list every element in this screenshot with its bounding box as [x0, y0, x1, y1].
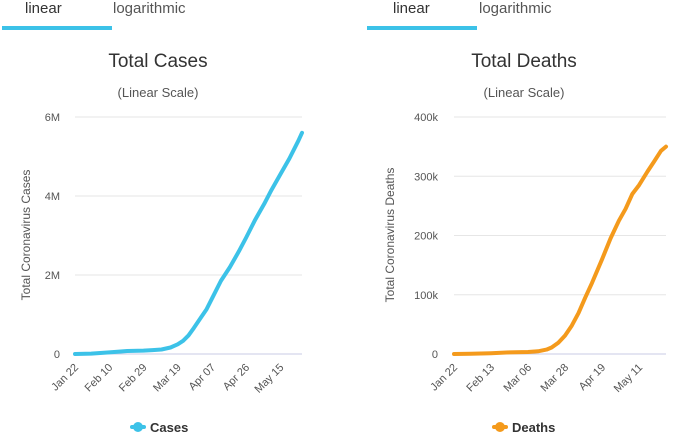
x-tick-label: Mar 28 — [538, 362, 571, 395]
cases-panel: linear logarithmic Total Cases (Linear S… — [0, 0, 341, 434]
legend-deaths-label[interactable]: Deaths — [512, 420, 555, 434]
deaths-panel: linear logarithmic Total Deaths (Linear … — [341, 0, 682, 434]
deaths-series-line[interactable] — [452, 144, 668, 356]
deaths-chart: Total Deaths (Linear Scale) Total Corona… — [383, 51, 668, 434]
x-tick-label: Apr 26 — [221, 362, 252, 393]
y-axis-label: Total Coronavirus Cases — [19, 170, 33, 301]
y-tick-label: 0 — [432, 349, 438, 361]
chart-title: Total Cases — [108, 51, 207, 72]
x-tick-label: Feb 10 — [83, 362, 116, 395]
legend-cases-label[interactable]: Cases — [150, 420, 188, 434]
chart-subtitle: (Linear Scale) — [484, 85, 565, 100]
y-axis-label: Total Coronavirus Deaths — [383, 168, 397, 303]
y-tick-label: 400k — [414, 112, 438, 124]
y-tick-label: 200k — [414, 231, 438, 243]
active-tab-underline — [2, 26, 112, 30]
x-tick-label: Mar 06 — [501, 362, 534, 395]
x-tick-label: May 11 — [612, 362, 645, 395]
legend[interactable]: Deaths — [492, 420, 555, 434]
tab-linear[interactable]: linear — [393, 0, 430, 17]
y-tick-label: 100k — [414, 290, 438, 302]
tab-logarithmic[interactable]: logarithmic — [479, 0, 552, 17]
x-tick-label: Feb 13 — [464, 362, 497, 395]
y-tick-label: 2M — [45, 270, 60, 282]
legend-cases-marker — [133, 422, 143, 432]
x-tick-label: Apr 19 — [577, 362, 608, 393]
cases-scale-tabs: linear logarithmic — [0, 0, 341, 30]
x-tick-label: Mar 19 — [151, 362, 184, 395]
chart-title: Total Deaths — [471, 51, 577, 72]
y-tick-label: 0 — [54, 349, 60, 361]
x-tick-label: Apr 07 — [187, 362, 218, 393]
y-tick-label: 4M — [45, 191, 60, 203]
deaths-scale-tabs: linear logarithmic — [341, 0, 682, 30]
x-tick-label: Jan 22 — [428, 362, 460, 394]
legend-deaths-marker — [495, 422, 505, 432]
x-tick-label: May 15 — [253, 362, 287, 396]
y-tick-label: 6M — [45, 112, 60, 124]
cases-chart: Total Cases (Linear Scale) Total Coronav… — [19, 51, 304, 434]
active-tab-underline — [367, 26, 477, 30]
cases-series-line[interactable] — [73, 130, 304, 356]
tab-logarithmic[interactable]: logarithmic — [113, 0, 186, 17]
y-tick-label: 300k — [414, 171, 438, 183]
tab-linear[interactable]: linear — [25, 0, 62, 17]
x-tick-label: Feb 29 — [117, 362, 150, 395]
legend[interactable]: Cases — [130, 420, 188, 434]
x-tick-label: Jan 22 — [49, 362, 81, 394]
chart-subtitle: (Linear Scale) — [118, 85, 199, 100]
